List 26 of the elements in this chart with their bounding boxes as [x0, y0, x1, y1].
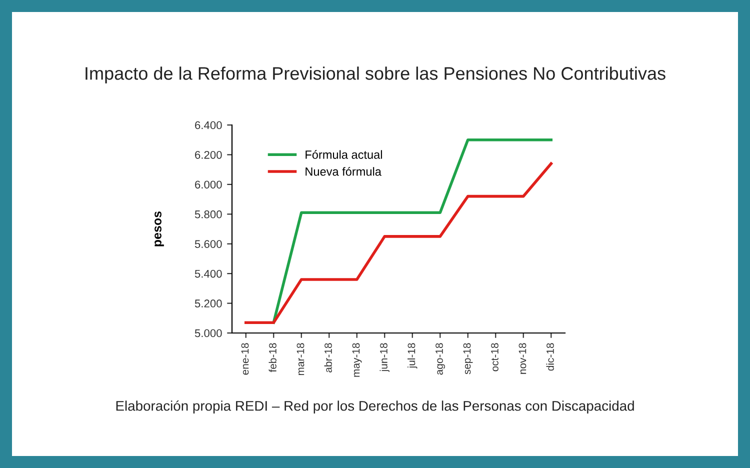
- x-tick-label: may-18: [352, 343, 362, 377]
- legend-label: Nueva fórmula: [306, 166, 382, 176]
- x-tick-label: sep-18: [463, 343, 473, 374]
- y-tick-label: 6.400: [195, 121, 222, 130]
- legend-label: Fórmula actual: [306, 150, 382, 159]
- y-tick-label: 5.000: [194, 329, 222, 338]
- chart-title: Impacto de la Reforma Previsional sobre las Pensiones No Contributivas: [86, 66, 666, 84]
- y-tick-label: 5.400: [194, 270, 222, 278]
- y-tick-label: 6.000: [195, 180, 222, 189]
- x-tick-label: nov-18: [518, 343, 526, 374]
- x-tick-label: jun-18: [380, 343, 390, 372]
- y-tick-label: 5.800: [194, 210, 222, 218]
- x-tick-label: feb-18: [268, 343, 276, 372]
- x-tick-label: ene-18: [241, 343, 249, 375]
- x-tick-label: abr-18: [324, 343, 332, 372]
- x-tick-label: mar-18: [296, 343, 304, 376]
- x-tick-label: jul-18: [408, 343, 418, 368]
- line-series: [244, 162, 553, 324]
- x-tick-label: oct-18: [491, 343, 498, 372]
- x-tick-label: dic-18: [546, 343, 554, 371]
- y-tick-label: 5.200: [194, 300, 222, 308]
- y-axis-title: pesos: [154, 211, 164, 246]
- y-tick-label: 6.200: [195, 150, 222, 159]
- x-tick-label: ago-18: [436, 343, 445, 375]
- y-tick-label: 5.600: [194, 240, 222, 248]
- text: Elaboración propia REDI – Red por los Derechos de las Personas con Discapacidad: [116, 400, 634, 414]
